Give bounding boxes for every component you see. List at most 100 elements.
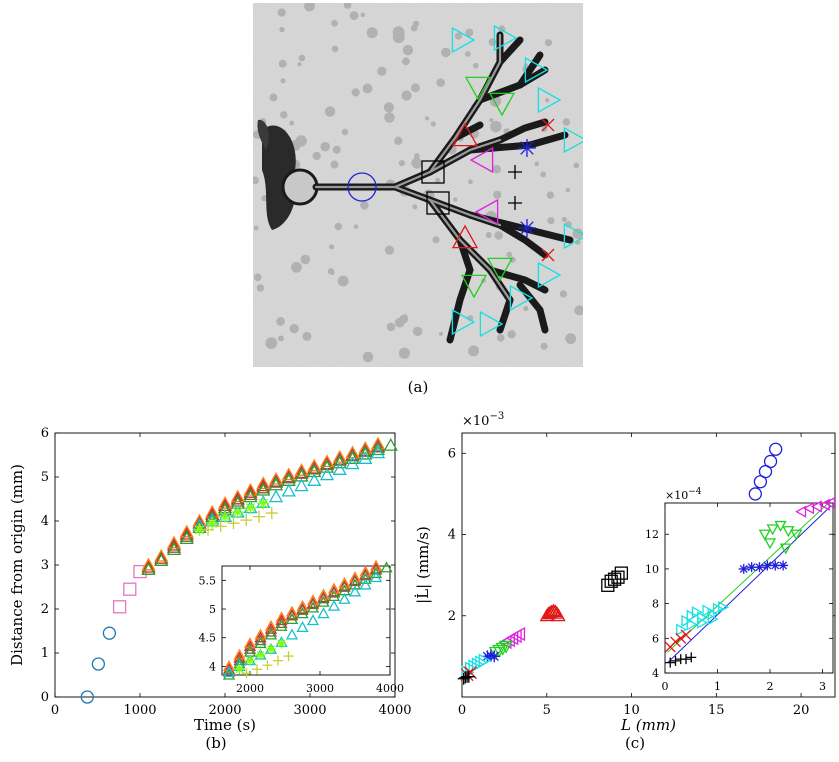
c-inset-data-point <box>670 655 681 666</box>
background-spot <box>559 290 568 298</box>
background-spot <box>304 3 315 12</box>
marker-triangle-right <box>524 56 549 84</box>
b-inset-y-tick-label: 4.5 <box>199 632 217 645</box>
background-spot <box>432 236 440 244</box>
b-y-tick-label: 5 <box>41 470 49 485</box>
b-data-point <box>243 485 258 498</box>
background-spot <box>278 335 284 342</box>
b-data-point <box>307 458 322 472</box>
background-spot <box>453 197 458 202</box>
background-spot <box>574 305 583 316</box>
marker-cross <box>541 118 555 132</box>
c-inset-data-point <box>754 562 765 573</box>
c-data-point <box>492 644 507 658</box>
b-data-point <box>230 491 245 505</box>
marker-triangle-right <box>537 261 562 289</box>
background-spot <box>289 120 295 126</box>
background-spot <box>438 331 443 336</box>
b-data-point <box>268 471 284 485</box>
background-spot <box>401 90 412 101</box>
b-data-point <box>202 523 214 536</box>
b-inset-data-point <box>255 649 266 660</box>
b-data-point <box>179 524 194 538</box>
background-spot <box>384 245 394 255</box>
c-inset-y-tick-label: 8 <box>652 598 659 611</box>
background-spot <box>506 251 513 258</box>
b-inset-data-point <box>254 637 267 649</box>
c-x-tick-label: 15 <box>708 703 725 718</box>
c-inset-data-point <box>686 618 698 631</box>
c-data-point <box>748 487 762 501</box>
b-data-point <box>319 459 335 473</box>
b-inset-data-point <box>275 619 288 631</box>
c-inset-data-point <box>702 604 714 617</box>
b-inset-y-tick-label: 5.5 <box>199 574 217 587</box>
b-data-point <box>141 557 156 571</box>
c-inset-data-point <box>680 629 692 641</box>
c-data-point <box>495 642 510 656</box>
b-inset-data-point <box>264 628 278 640</box>
c-inset-data-point <box>770 560 781 571</box>
b-y-axis-label: Distance from origin (mm) <box>8 464 26 666</box>
background-spot <box>349 11 359 21</box>
background-spot <box>507 330 516 339</box>
background-spot <box>410 24 418 32</box>
c-x-tick-label: 10 <box>623 703 640 718</box>
b-data-point <box>332 452 347 466</box>
b-inset-data-point <box>338 576 351 588</box>
background-spot <box>490 120 502 133</box>
marker-triangle-right <box>563 126 583 154</box>
background-spot <box>413 153 420 159</box>
c-inset-data-point <box>665 657 676 668</box>
marker-triangle-down <box>488 92 516 117</box>
b-data-point <box>332 449 347 463</box>
marker-triangle-right <box>479 310 504 338</box>
c-data-point <box>478 653 492 668</box>
background-spot <box>312 151 321 161</box>
b-inset-data-point <box>262 660 273 671</box>
background-spot <box>565 188 570 193</box>
c-data-point <box>543 605 558 618</box>
b-data-point <box>383 437 398 451</box>
chart-b: 0 1000 2000 3000 4000 0 1 2 3 4 5 6 Distance from or… <box>8 426 412 734</box>
b-data-point <box>166 540 182 553</box>
b-data-point <box>319 467 335 481</box>
c-y-axis-label: |L̇| (mm/s) <box>414 526 432 604</box>
c-inset-data-point <box>676 623 688 636</box>
background-spot <box>468 345 480 357</box>
b-data-point <box>370 442 386 456</box>
b-data-point <box>230 489 245 503</box>
b-inset-data-point <box>306 601 320 613</box>
b-inset-data-point <box>317 595 330 607</box>
b-data-point <box>166 542 182 556</box>
background-spot <box>300 254 311 265</box>
b-data-point <box>219 510 231 523</box>
background-spot <box>565 333 577 345</box>
b-inset-data-point <box>266 644 276 655</box>
b-inset-data-point <box>359 572 372 584</box>
micrograph-panel <box>253 3 583 367</box>
b-inset-data-point <box>254 634 267 646</box>
b-data-point <box>281 483 296 497</box>
b-inset-data-point <box>222 662 236 674</box>
background-spot <box>377 66 387 76</box>
background-spot <box>277 8 286 17</box>
marker-plus <box>508 196 522 210</box>
background-spot <box>276 317 285 326</box>
background-spot <box>540 171 547 178</box>
c-inset-data-point <box>681 614 693 628</box>
background-spot <box>523 305 529 312</box>
marker-triangle-right <box>509 284 534 312</box>
b-inset-data-point <box>296 599 309 611</box>
b-data-point <box>80 690 94 704</box>
background-spot <box>540 342 548 350</box>
background-spot <box>402 44 414 56</box>
background-spot <box>401 57 410 66</box>
b-data-point <box>141 559 156 573</box>
background-spot <box>331 19 338 27</box>
background-spot <box>329 244 335 250</box>
c-inset-fit-line <box>667 506 831 663</box>
b-inset-data-point <box>222 665 236 677</box>
background-spot <box>398 347 410 359</box>
